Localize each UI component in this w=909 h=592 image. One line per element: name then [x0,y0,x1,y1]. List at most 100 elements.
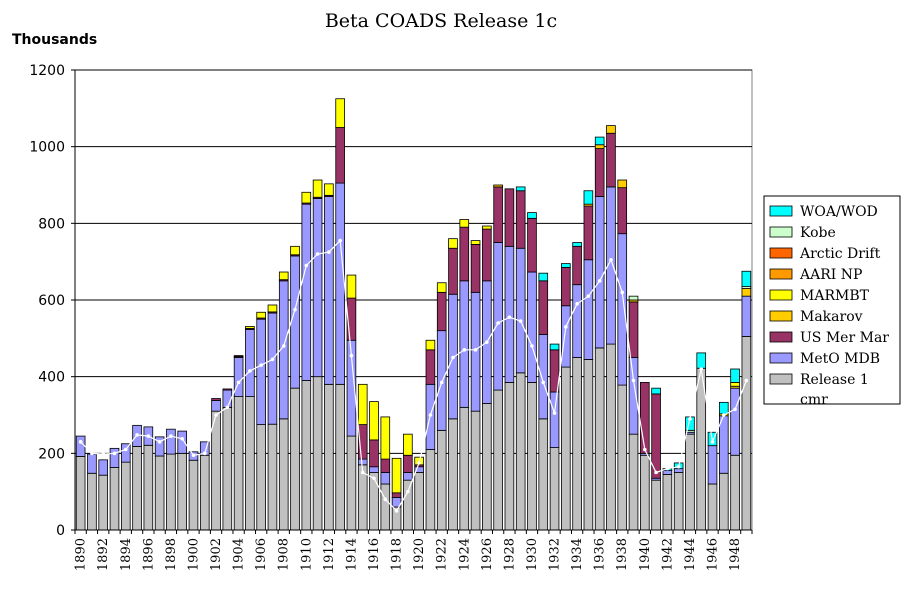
bar-segment-release-1-cmr [132,446,142,531]
y-units-label: Thousands [12,32,97,48]
bar-segment-release-1-cmr [188,459,199,531]
x-tick-label: 1932 [548,538,563,571]
bar-segment-meto-mdb [380,472,391,485]
bar-segment-us-mer-mar [403,454,413,473]
bar-segment-us-mer-mar [561,267,571,307]
x-tick-label: 1926 [480,538,495,571]
bar-segment-release-1-cmr [335,383,345,531]
trend-point [327,250,331,254]
x-tick-label: 1920 [412,538,427,571]
bar-segment-release-1-cmr [730,454,740,531]
bar-segment-release-1-cmr [515,372,526,531]
bar-segment-marmbt [403,433,413,456]
bar-segment-meto-mdb [493,242,503,391]
bar-segment-meto-mdb [662,470,673,475]
x-tick-label: 1936 [593,538,608,571]
trend-point [394,509,399,513]
bar-segment-release-1-cmr [527,382,537,531]
bar-segment-meto-mdb [335,182,345,385]
bar-segment-marmbt [459,219,470,228]
trend-point [372,476,376,481]
bar-segment-release-1-cmr [606,343,616,531]
x-tick-label: 1910 [299,538,314,571]
legend-label: AARI NP [799,267,862,283]
bar-segment-release-1-cmr [109,467,120,531]
bar-segment-meto-mdb [222,389,233,408]
bar-segment-woa-wod [583,190,594,205]
trend-point [406,489,410,494]
bar-segment-us-mer-mar [436,291,447,332]
trend-point [270,357,275,362]
y-tick-label: 1200 [29,63,65,79]
bar-segment-us-mer-mar [335,127,345,184]
bar-segment-makarov [606,125,616,134]
legend-swatch [769,247,793,259]
bar-segment-meto-mdb [120,443,131,463]
bar-segment-us-mer-mar [448,247,458,295]
bar-segment-makarov [493,184,503,188]
bar-segment-meto-mdb [527,271,537,383]
bar-segment-us-mer-mar [222,388,233,391]
bar-segment-meto-mdb [617,233,628,386]
trend-point [112,451,117,456]
bar-segment-meto-mdb [583,259,594,360]
x-tick-label: 1906 [254,538,269,571]
legend-swatch [769,226,793,238]
bar-segment-woa-wod [527,212,537,219]
trend-point [78,440,83,444]
trend-point [575,302,579,306]
trend-point [654,470,658,475]
bar-segment-meto-mdb [403,472,413,481]
bar-segment-meto-mdb [301,203,312,381]
bar-segment-meto-mdb [166,428,176,455]
trend-point [744,378,749,383]
trend-point [485,340,489,344]
trend-point [293,307,297,312]
bar-segment-meto-mdb [245,329,255,397]
bar-segment-marmbt [391,457,402,494]
bar-segment-release-1-cmr [470,410,481,531]
legend: WOA/WOD Kobe Arctic Drift AARI NP MARMBT Maka… [763,195,901,408]
bar-segment-release-1-cmr [628,433,639,531]
trend-point [281,344,286,348]
bar-segment-meto-mdb [459,280,470,408]
bar-segment-marmbt [346,274,357,299]
trend-point [315,252,320,256]
x-tick-label: 1912 [322,538,337,571]
trend-point [541,380,546,385]
x-tick-label: 1918 [390,538,405,571]
trend-point [169,434,173,438]
bar-segment-release-1-cmr [369,472,379,531]
trend-point [688,417,692,421]
legend-label: MARMBT [800,288,870,304]
bar-segment-meto-mdb [594,196,605,349]
legend-swatch [769,331,793,343]
bar-segment-release-1-cmr [301,380,312,531]
trend-point [564,325,568,329]
bar-segment-makarov [741,288,752,297]
bar-segment-meto-mdb [504,245,515,383]
bar-segment-woa-wod [572,242,582,247]
bar-segment-us-mer-mar [617,187,628,235]
bar-segment-meto-mdb [730,387,740,456]
trend-point [552,411,557,415]
bar-segment-release-1-cmr [718,472,729,531]
bar-segment-us-mer-mar [583,205,594,261]
bar-segment-woa-wod [594,136,605,146]
bar-segment-release-1-cmr [403,479,413,531]
bar-segment-release-1-cmr [572,357,582,531]
legend-label: US Mer Mar [800,330,889,346]
x-tick-label: 1946 [706,538,721,571]
y-tick-label: 800 [38,216,65,232]
bar-segment-release-1-cmr [75,455,86,531]
bar-segment-woa-wod [549,343,560,351]
bar-segment-us-mer-mar [538,280,549,335]
bar-segment-release-1-cmr [617,384,628,531]
bar-segment-release-1-cmr [583,359,594,531]
bar-segment-release-1-cmr [245,396,255,531]
trend-point [248,369,252,373]
bar-segment-marmbt [380,416,391,460]
bar-segment-release-1-cmr [685,433,695,531]
bar-segment-us-mer-mar [425,349,436,385]
bar-segment-marmbt [233,355,244,357]
